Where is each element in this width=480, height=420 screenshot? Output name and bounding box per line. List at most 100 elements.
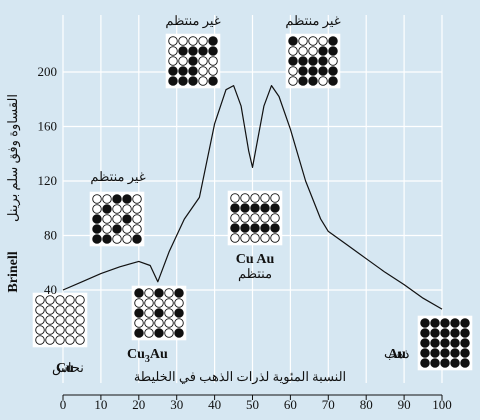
atom-circle [112, 234, 122, 244]
atom-circle [240, 193, 250, 203]
atom-circle [132, 234, 142, 244]
atom-circle [188, 36, 198, 46]
atom-circle [112, 214, 122, 224]
cu-label: Cu [56, 361, 74, 376]
atom-circle [102, 234, 112, 244]
y-tick-label: 160 [38, 119, 58, 134]
atom-circle [298, 46, 308, 56]
atom-circle [250, 193, 260, 203]
atom-circle [298, 76, 308, 86]
atom-circle [288, 66, 298, 76]
lattice-disordered-low [165, 33, 221, 89]
atom-circle [318, 66, 328, 76]
x-tick-label: 90 [398, 397, 411, 412]
atom-circle [92, 214, 102, 224]
cu3au-sub: 3 [145, 354, 150, 365]
atom-circle [164, 308, 174, 318]
atom-circle [430, 358, 440, 368]
atom-circle [460, 348, 470, 358]
atom-circle [450, 358, 460, 368]
atom-circle [208, 76, 218, 86]
atom-circle [450, 328, 460, 338]
atom-circle [92, 224, 102, 234]
atom-circle [420, 328, 430, 338]
atom-circle [420, 318, 430, 328]
atom-circle [45, 295, 55, 305]
atom-circle [188, 66, 198, 76]
atom-circle [420, 348, 430, 358]
atom-circle [270, 213, 280, 223]
atom-circle [460, 318, 470, 328]
lattice-pure-cu [32, 292, 88, 348]
atom-circle [208, 56, 218, 66]
tick-layer: 0 10 20 30 40 50 60 70 80 90 100 40 80 120 160 200 [38, 64, 452, 412]
atom-circle [112, 224, 122, 234]
atom-circle [198, 36, 208, 46]
atom-circle [35, 295, 45, 305]
y-tick-label: 80 [44, 228, 57, 243]
atom-circle [35, 335, 45, 345]
atom-circle [298, 66, 308, 76]
atom-circle [164, 318, 174, 328]
atom-circle [144, 308, 154, 318]
atom-circle [35, 305, 45, 315]
atom-circle [174, 298, 184, 308]
atom-circle [45, 305, 55, 315]
atom-circle [55, 335, 65, 345]
atom-circle [144, 328, 154, 338]
atom-circle [65, 295, 75, 305]
atom-circle [164, 328, 174, 338]
atom-circle [102, 194, 112, 204]
lattice-cuau-ordered [227, 190, 283, 246]
atom-circle [188, 56, 198, 66]
atom-circle [178, 66, 188, 76]
x-axis-label: النسبة المئوية لذرات الذهب في الخليطة [134, 369, 346, 385]
atom-circle [168, 46, 178, 56]
atom-circle [45, 315, 55, 325]
atom-circle [208, 66, 218, 76]
atom-circle [240, 213, 250, 223]
atom-circle [208, 46, 218, 56]
atom-circle [75, 295, 85, 305]
disordered-label-2: غير منتظم [285, 13, 340, 29]
atom-circle [328, 56, 338, 66]
atom-circle [45, 325, 55, 335]
atom-circle [168, 76, 178, 86]
atom-circle [270, 203, 280, 213]
x-tick-label: 70 [322, 397, 335, 412]
atom-circle [308, 56, 318, 66]
curve-layer [62, 85, 443, 310]
atom-circle [102, 214, 112, 224]
atom-circle [154, 318, 164, 328]
atom-circle [178, 56, 188, 66]
ordered-label: منتظم [238, 266, 272, 282]
atom-circle [178, 36, 188, 46]
atom-circle [318, 76, 328, 86]
atom-circle [328, 66, 338, 76]
atom-circle [75, 325, 85, 335]
atom-circle [440, 328, 450, 338]
atom-circle [122, 194, 132, 204]
atom-circle [240, 203, 250, 213]
y-axis-label-group: Brinell القساوة وفق سلم برينل [5, 94, 21, 293]
atom-circle [132, 204, 142, 214]
atom-circle [440, 318, 450, 328]
atom-circle [440, 348, 450, 358]
atom-circle [318, 46, 328, 56]
atom-circle [260, 193, 270, 203]
x-tick-label: 20 [132, 397, 145, 412]
atom-circle [35, 315, 45, 325]
atom-circle [55, 305, 65, 315]
hardness-curve [62, 85, 443, 310]
atom-circle [154, 328, 164, 338]
y-tick-label: 200 [38, 64, 58, 79]
atom-circle [308, 36, 318, 46]
atom-circle [328, 36, 338, 46]
atom-circle [288, 36, 298, 46]
atom-circle [460, 328, 470, 338]
atom-circle [112, 204, 122, 214]
atom-circle [122, 214, 132, 224]
atom-circle [198, 56, 208, 66]
atom-circle [250, 203, 260, 213]
atom-circle [288, 46, 298, 56]
